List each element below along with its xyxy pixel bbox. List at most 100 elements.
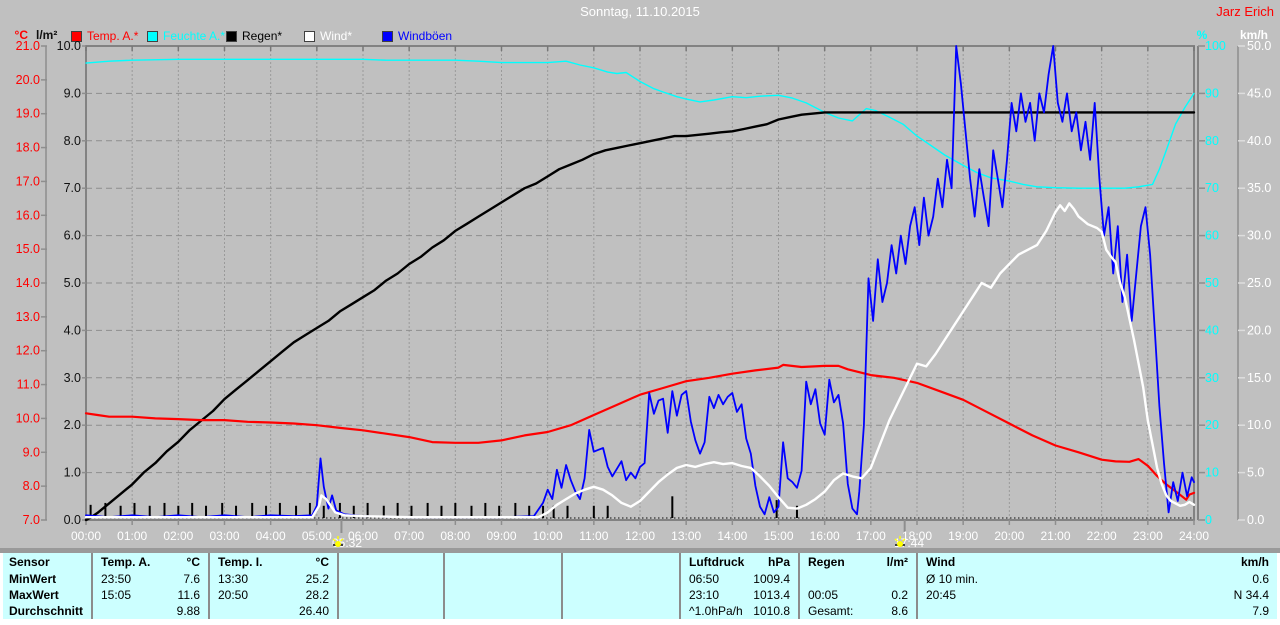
wind-axis-tick-label: 0.0 xyxy=(1247,513,1264,527)
series-feuchte-a- xyxy=(85,58,1195,189)
cell-time-value: 23:10 xyxy=(689,588,720,602)
rain-impulse-bar xyxy=(552,505,555,518)
wind-series-swatch-icon xyxy=(304,30,315,42)
table-cell xyxy=(569,604,671,620)
temp-axis-tick-label: 18.0 xyxy=(16,141,40,155)
cell-time-value: Regen xyxy=(808,555,845,569)
rain-impulse-bar xyxy=(566,505,569,518)
table-row-label: MinWert xyxy=(9,572,57,586)
table-rowlabel-column: Sensor MinWert MaxWert Durchschnitt xyxy=(3,553,93,619)
rain-impulse-bar xyxy=(265,505,268,518)
cell-time-value: 13:30 xyxy=(218,572,249,586)
page-title: Sonntag, 11.10.2015 xyxy=(580,4,700,19)
legend-label: Wind* xyxy=(320,29,353,43)
rain-axis-tick-label: 10.0 xyxy=(57,39,81,53)
cell-measure-value: °C xyxy=(315,555,329,569)
cell-measure-value: 0.2 xyxy=(891,588,908,602)
cell-time-value: 23:50 xyxy=(101,572,132,586)
table-column-wind: Wind km/h Ø 10 min. 0.6 20:45 N 34.4 7.9 xyxy=(918,553,1277,619)
x-axis-label: 05:00 xyxy=(302,529,332,543)
temp-axis-tick-label: 13.0 xyxy=(16,310,40,324)
wind-axis-tick-label: 40.0 xyxy=(1247,134,1271,148)
table-cell xyxy=(569,572,671,588)
table-cell: 23:50 7.6 xyxy=(99,572,200,588)
temp-axis-tick-label: 21.0 xyxy=(16,39,40,53)
wind-axis-tick-label: 5.0 xyxy=(1247,466,1264,480)
wind-axis-tick-label: 15.0 xyxy=(1247,371,1271,385)
x-axis-label: 04:00 xyxy=(256,529,286,543)
table-top-edge xyxy=(0,548,1280,553)
cell-measure-value: 11.6 xyxy=(177,588,200,602)
table-column-empty xyxy=(339,553,445,619)
x-axis-label: 06:00 xyxy=(348,529,378,543)
rain-impulse-bar xyxy=(484,502,487,518)
cell-time-value: Gesamt: xyxy=(808,604,854,618)
rain-axis-tick-label: 6.0 xyxy=(64,229,81,243)
legend-item-gusts: Windböen xyxy=(382,29,452,43)
table-column-header: Wind km/h xyxy=(924,555,1269,571)
humidity-axis-tick-label: 70 xyxy=(1205,181,1219,195)
wind-axis-tick-label: 35.0 xyxy=(1247,181,1271,195)
x-axis-label: 08:00 xyxy=(440,529,470,543)
x-axis-label: 15:00 xyxy=(763,529,793,543)
rain-impulse-bar xyxy=(278,502,281,518)
table-column-luftdruck: Luftdruck hPa 06:50 1009.4 23:10 1013.4 ^1.0hP… xyxy=(681,553,800,619)
humidity-axis-tick-label: 20 xyxy=(1205,418,1219,432)
sunset-icon xyxy=(894,536,906,547)
temp-axis-tick-label: 9.0 xyxy=(23,445,40,459)
rain-impulse-bar xyxy=(396,502,399,518)
wind-axis-tick-label: 25.0 xyxy=(1247,276,1271,290)
rain-impulse-bar xyxy=(382,505,385,518)
weather-chart: 00:00 01:00 02:00 03:00 04:00 05:00 06:00 07:00… xyxy=(16,39,1272,543)
temp-axis-tick-label: 19.0 xyxy=(16,107,40,121)
humidity-axis-tick-label: 50 xyxy=(1205,276,1219,290)
x-axis-label: 18:00 xyxy=(902,529,932,543)
rain-impulse-bar xyxy=(133,502,136,518)
rain-axis-tick-label: 1.0 xyxy=(64,466,81,480)
legend-label: Windböen xyxy=(398,29,453,43)
table-column-header xyxy=(569,555,671,571)
table-column-header: Luftdruck hPa xyxy=(687,555,790,571)
cell-time-value: Temp. I. xyxy=(218,555,263,569)
table-cell: 20:45 N 34.4 xyxy=(924,588,1269,604)
cell-time-value: 15:05 xyxy=(101,588,132,602)
temp-axis-tick-label: 12.0 xyxy=(16,344,40,358)
table-column-header: Temp. A. °C xyxy=(99,555,200,571)
cell-time-value: Luftdruck xyxy=(689,555,745,569)
x-axis-label: 22:00 xyxy=(1087,529,1117,543)
table-cell xyxy=(451,572,553,588)
series-windb-en xyxy=(85,45,1195,519)
x-axis-label: 01:00 xyxy=(117,529,147,543)
cell-time-value: Wind xyxy=(926,555,956,569)
table-column-temp-i-: Temp. I. °C 13:30 25.2 20:50 28.2 26.40 xyxy=(210,553,339,619)
temp-axis-tick-label: 15.0 xyxy=(16,242,40,256)
rain-axis-tick-label: 8.0 xyxy=(64,134,81,148)
left-axis-unit-lm2: l/m² xyxy=(36,28,58,42)
table-column-regen: Regen l/m² 00:05 0.2 Gesamt: 8.6 xyxy=(800,553,918,619)
author-label: Jarz Erich xyxy=(1216,4,1274,19)
series-wind xyxy=(84,202,1196,519)
x-axis-label: 07:00 xyxy=(394,529,424,543)
legend-label: Temp. A.* xyxy=(87,29,139,43)
series-temp-a- xyxy=(84,363,1196,501)
rain-impulse-bar xyxy=(251,502,254,518)
x-axis-label: 12:00 xyxy=(625,529,655,543)
humidity-series-swatch-icon xyxy=(147,30,158,42)
temp-series-swatch-icon xyxy=(71,30,82,42)
table-cell: 7.9 xyxy=(924,604,1269,620)
left-axis-unit-celsius: °C xyxy=(14,28,28,42)
legend-item-wind: Wind* xyxy=(304,29,352,43)
rain-impulse-bar xyxy=(366,502,369,518)
humidity-axis-tick-label: 10 xyxy=(1205,466,1219,480)
x-axis-label: 10:00 xyxy=(533,529,563,543)
cell-time-value: 20:45 xyxy=(926,588,957,602)
table-bottom-edge xyxy=(0,619,1280,625)
table-cell xyxy=(451,588,553,604)
table-cell: ^1.0hPa/h 1010.8 xyxy=(687,604,790,620)
cell-time-value: ^1.0hPa/h xyxy=(689,604,743,618)
sunset-marker: 17:44 xyxy=(894,536,924,550)
rain-impulse-bar xyxy=(221,502,224,518)
rain-impulse-bar xyxy=(308,502,311,518)
cell-time-value: Temp. A. xyxy=(101,555,151,569)
rain-impulse-bar xyxy=(514,502,517,518)
